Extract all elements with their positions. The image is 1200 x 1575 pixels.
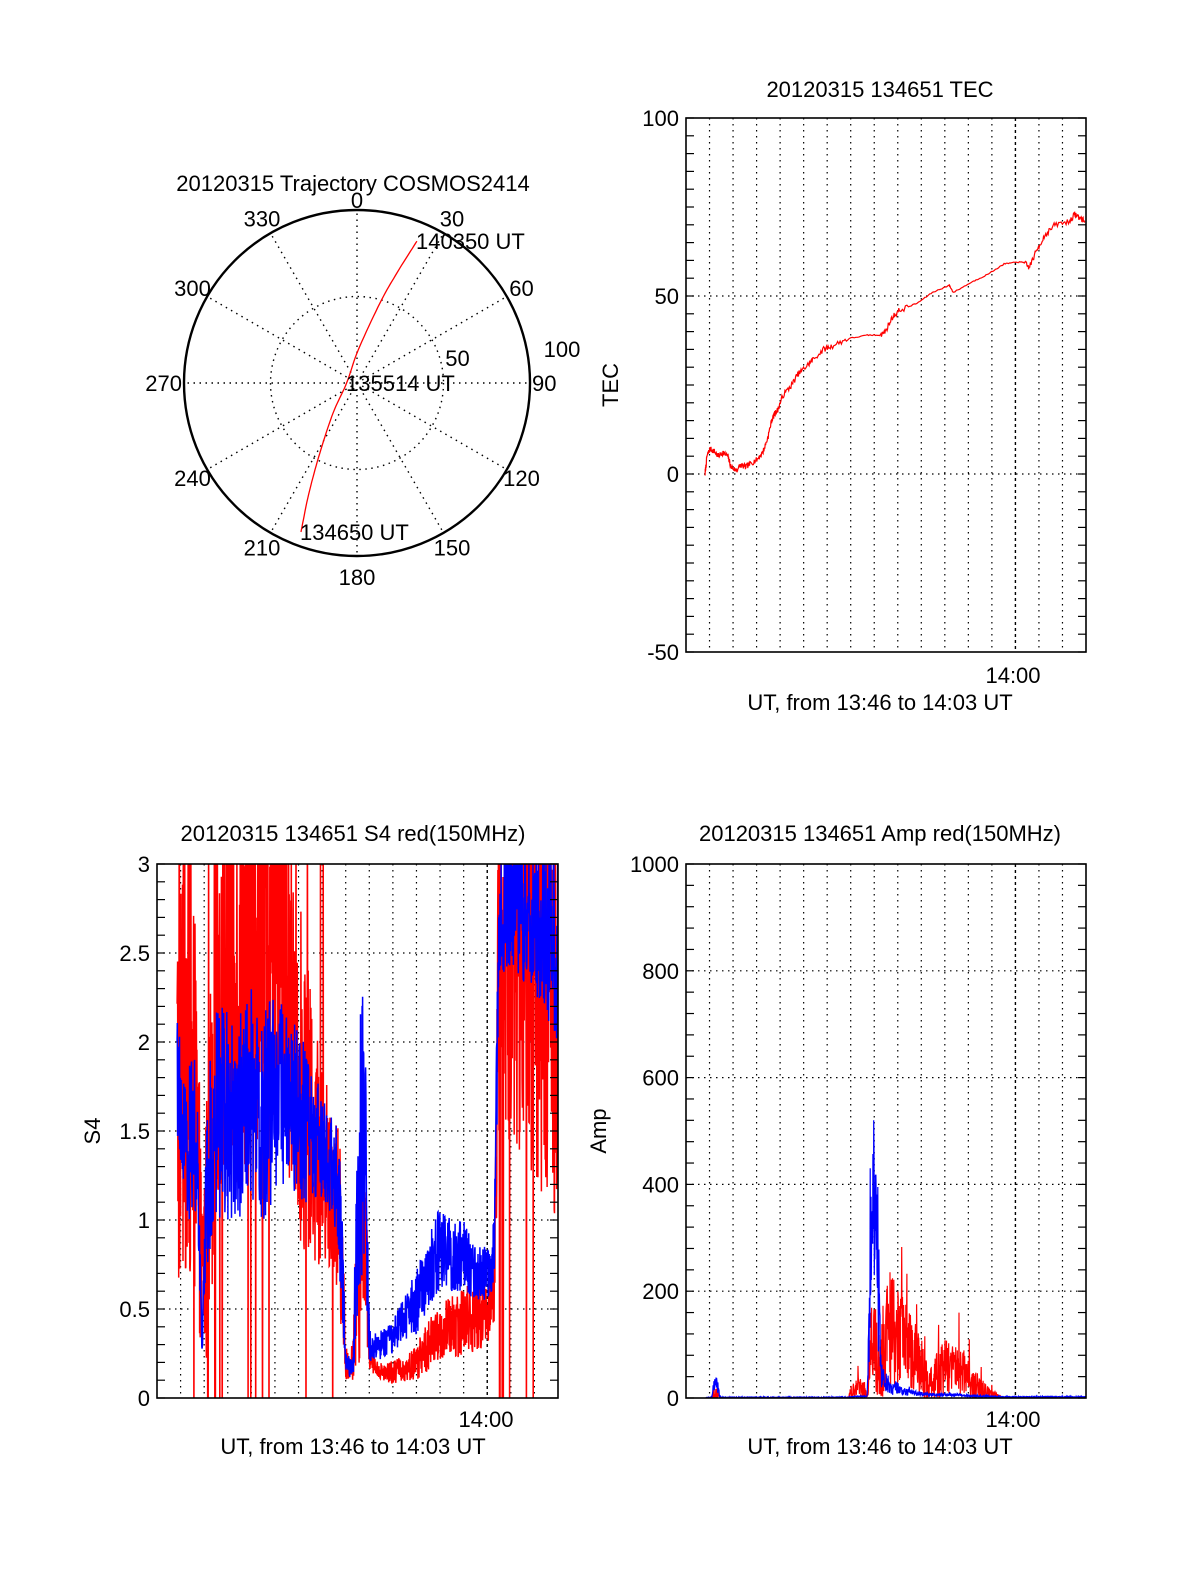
- polar-title: 20120315 Trajectory COSMOS2414: [176, 171, 529, 196]
- amp-x-axis-label: UT, from 13:46 to 14:03 UT: [747, 1434, 1012, 1459]
- s4-y-tick-labels: 0 0.5 1 1.5 2 2.5 3: [119, 852, 150, 1411]
- y-tick-label: 800: [642, 959, 679, 984]
- annotation-end-time: 140350 UT: [416, 229, 525, 254]
- amp-ticks: [686, 863, 1086, 1399]
- amp-plot-frame: [685, 863, 1087, 1399]
- polar-outer-circle: [182, 208, 532, 558]
- azimuth-label: 90: [532, 371, 556, 396]
- y-tick-label: 0: [667, 462, 679, 487]
- y-tick-label: 3: [138, 852, 150, 877]
- polar-grid: [184, 210, 530, 556]
- amp-y-tick-labels: 0 200 400 600 800 1000: [630, 852, 679, 1411]
- azimuth-spoke: [356, 232, 445, 384]
- amp-traces: [705, 1120, 1086, 1398]
- s4-y-axis-label: S4: [80, 1118, 105, 1145]
- polar-trajectory-chart: 20120315 Trajectory COSMOS2414 0 30 60 90 12…: [145, 171, 580, 590]
- tec-chart: 20120315 134651 TEC -50 0 50 100 14:00 UT, …: [598, 77, 1087, 715]
- tec-y-tick-labels: -50 0 50 100: [642, 106, 679, 665]
- azimuth-spoke: [206, 295, 358, 384]
- s4-traces: [176, 864, 558, 1398]
- azimuth-spoke: [356, 382, 445, 534]
- azimuth-label: 330: [244, 206, 281, 231]
- azimuth-spoke: [269, 232, 358, 384]
- amp-title: 20120315 134651 Amp red(150MHz): [699, 821, 1061, 846]
- s4-x-axis-label: UT, from 13:46 to 14:03 UT: [220, 1434, 485, 1459]
- azimuth-label: 210: [244, 536, 281, 561]
- tec-grid: [686, 118, 1086, 652]
- y-tick-label: 1000: [630, 852, 679, 877]
- amp-y-axis-label: Amp: [586, 1108, 611, 1153]
- tec-y-axis-label: TEC: [598, 363, 623, 407]
- y-tick-label: 600: [642, 1066, 679, 1091]
- tec-title: 20120315 134651 TEC: [766, 77, 993, 102]
- amp-x-tick-label-1400: 14:00: [985, 1407, 1040, 1432]
- y-tick-label: 400: [642, 1172, 679, 1197]
- amp-grid: [686, 864, 1086, 1398]
- azimuth-label: 300: [174, 276, 211, 301]
- azimuth-label: 30: [440, 206, 464, 231]
- azimuth-label: 150: [434, 536, 471, 561]
- y-tick-label: 50: [655, 284, 679, 309]
- annotation-start-time: 134650 UT: [300, 520, 409, 545]
- azimuth-spoke: [269, 382, 358, 534]
- y-tick-label: 1.5: [119, 1119, 150, 1144]
- s4-title: 20120315 134651 S4 red(150MHz): [181, 821, 526, 846]
- y-tick-label: 2.5: [119, 941, 150, 966]
- s4-plot-frame: [156, 863, 559, 1399]
- tec-x-axis-label: UT, from 13:46 to 14:03 UT: [747, 690, 1012, 715]
- azimuth-spoke: [356, 382, 508, 471]
- radial-grid-circle: [269, 295, 445, 471]
- trajectory-line: [300, 240, 418, 533]
- radial-label: 50: [445, 346, 469, 371]
- radial-label: 100: [544, 337, 581, 362]
- amp-red-series-line: [705, 1246, 1086, 1398]
- tec-plot-frame: [685, 117, 1087, 653]
- annotation-middle-time: 135514 UT: [346, 371, 455, 396]
- s4-chart: 20120315 134651 S4 red(150MHz) 0 0.5 1 1.5 2…: [80, 821, 559, 1459]
- azimuth-label: 270: [145, 371, 182, 396]
- azimuth-label: 60: [509, 276, 533, 301]
- s4-blue-series-line: [176, 864, 558, 1377]
- y-tick-label: 0: [138, 1386, 150, 1411]
- y-tick-label: 200: [642, 1279, 679, 1304]
- tec-traces: [704, 211, 1086, 476]
- y-tick-label: 0: [667, 1386, 679, 1411]
- y-tick-label: 100: [642, 106, 679, 131]
- y-tick-label: -50: [647, 640, 679, 665]
- tec-x-tick-label-1400: 14:00: [985, 663, 1040, 688]
- tec-series-line: [704, 211, 1086, 476]
- y-tick-label: 1: [138, 1208, 150, 1233]
- radial-labels: 50 100: [445, 337, 580, 371]
- y-tick-label: 2: [138, 1030, 150, 1055]
- amp-chart: 20120315 134651 Amp red(150MHz) 0 200 400 6…: [586, 821, 1087, 1459]
- azimuth-labels: 0 30 60 90 120 150 180 210 240 270 300 330: [145, 188, 556, 590]
- azimuth-spoke: [356, 295, 508, 384]
- azimuth-label: 0: [351, 188, 363, 213]
- y-tick-label: 0.5: [119, 1297, 150, 1322]
- tec-ticks: [686, 117, 1086, 653]
- s4-x-tick-label-1400: 14:00: [458, 1407, 513, 1432]
- azimuth-label: 180: [339, 565, 376, 590]
- azimuth-label: 240: [174, 466, 211, 491]
- azimuth-label: 120: [503, 466, 540, 491]
- azimuth-spoke: [206, 382, 358, 471]
